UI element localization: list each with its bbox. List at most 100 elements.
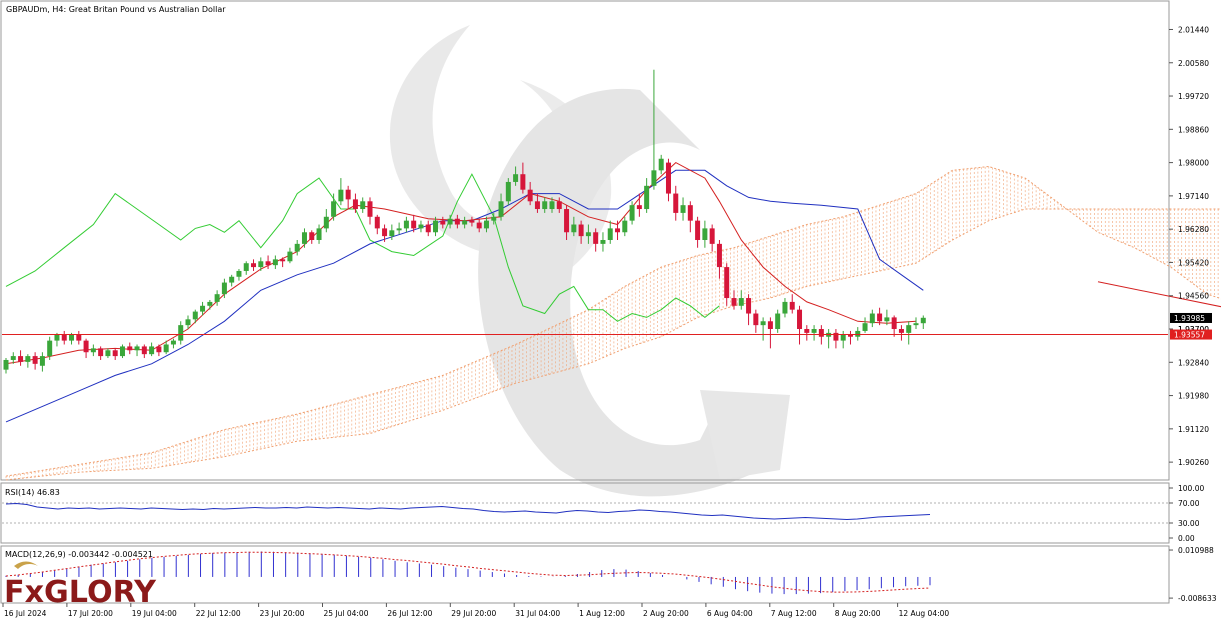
y-tick-label: 1.91120: [1178, 425, 1209, 434]
candle-body: [214, 294, 220, 302]
candle: [920, 315, 926, 330]
candle: [702, 220, 708, 248]
x-tick-label: 12 Aug 04:00: [899, 609, 950, 618]
candle-body: [702, 228, 708, 240]
candle: [505, 178, 511, 206]
candle: [855, 327, 861, 341]
candle-body: [483, 220, 489, 229]
candle: [462, 216, 468, 229]
y-tick-label: 1.96280: [1178, 225, 1209, 234]
macd-indicator: 0.010988 -0.008633: [5, 546, 1217, 603]
candle-body: [229, 276, 235, 283]
candle: [454, 214, 460, 229]
candle: [913, 317, 919, 330]
candle-body: [411, 220, 417, 229]
rsi-tick-label: 0.00: [1178, 534, 1195, 543]
y-tick-label: 1.98860: [1178, 125, 1209, 134]
y-tick-label: 2.00580: [1178, 59, 1209, 68]
candle-body: [272, 259, 278, 266]
macd-signal-line: [5, 551, 931, 593]
candle-body: [797, 309, 803, 330]
candlesticks: [3, 69, 926, 374]
chart-title: GBPAUDm, H4: Great Britan Pound vs Austr…: [6, 5, 226, 14]
candle-body: [294, 243, 300, 252]
candle: [367, 197, 373, 225]
candle-body: [615, 228, 621, 233]
candle-body: [629, 205, 635, 221]
candle-body: [782, 301, 788, 314]
candle: [170, 338, 176, 349]
candle-body: [585, 232, 591, 237]
candle: [10, 352, 16, 364]
candle: [447, 214, 453, 229]
candle-body: [789, 301, 795, 310]
candle-body: [3, 359, 9, 370]
x-tick-label: 17 Jul 20:00: [68, 609, 113, 618]
senkou-span-b: [5, 208, 1221, 481]
candle: [433, 216, 439, 237]
candle-body: [119, 346, 125, 357]
macd-panel-frame: [0, 545, 1170, 604]
candle-body: [382, 228, 388, 237]
x-tick-label: 8 Aug 20:00: [835, 609, 881, 618]
y-tick-label: 1.92840: [1178, 358, 1209, 367]
candle-body: [440, 220, 446, 225]
candle-body: [243, 263, 249, 271]
candle: [534, 193, 540, 213]
candle-body: [622, 220, 628, 233]
candle: [90, 344, 96, 357]
candle: [338, 178, 344, 206]
candle-body: [200, 305, 206, 312]
candle: [665, 158, 671, 202]
candle: [141, 344, 147, 359]
candle-body: [513, 174, 519, 182]
candle: [323, 209, 329, 233]
candle-body: [869, 313, 875, 324]
candle-body: [178, 325, 184, 341]
candle-body: [98, 348, 104, 357]
candle: [331, 193, 337, 221]
candle-body: [891, 317, 897, 330]
candle-body: [469, 220, 475, 223]
candle: [440, 216, 446, 229]
y-tick-label: 1.94560: [1178, 292, 1209, 301]
candle: [527, 181, 533, 206]
candle: [804, 325, 810, 341]
candle: [258, 257, 264, 271]
candle-body: [192, 311, 198, 320]
rsi-panel-frame: [0, 482, 1170, 544]
candle-body: [236, 270, 242, 277]
y-tick-label: 1.90260: [1178, 458, 1209, 467]
candle-body: [112, 350, 118, 357]
x-tick-label: 2 Aug 20:00: [643, 609, 689, 618]
candle: [83, 338, 89, 359]
candle: [360, 197, 366, 213]
candle-body: [25, 356, 31, 362]
candle: [840, 330, 846, 349]
candle: [811, 325, 817, 341]
candle: [644, 178, 650, 213]
x-tick-label: 31 Jul 04:00: [515, 609, 560, 618]
candle: [76, 330, 82, 345]
candle-body: [39, 356, 45, 366]
candle-body: [753, 313, 759, 326]
candle: [898, 325, 904, 341]
candle: [797, 305, 803, 345]
candle: [403, 216, 409, 233]
candle-body: [775, 313, 781, 330]
candle-body: [680, 205, 686, 213]
candle: [687, 201, 693, 233]
candle: [651, 69, 657, 190]
candle: [287, 247, 293, 264]
logo-text: FxGLORY: [4, 575, 157, 610]
candle-body: [724, 267, 730, 299]
candle: [607, 220, 613, 244]
candle-body: [69, 334, 75, 341]
candle: [105, 348, 111, 359]
candle: [156, 344, 162, 357]
candle: [491, 212, 497, 225]
candle-body: [542, 201, 548, 210]
candle-body: [549, 201, 555, 210]
candle-body: [607, 228, 613, 240]
